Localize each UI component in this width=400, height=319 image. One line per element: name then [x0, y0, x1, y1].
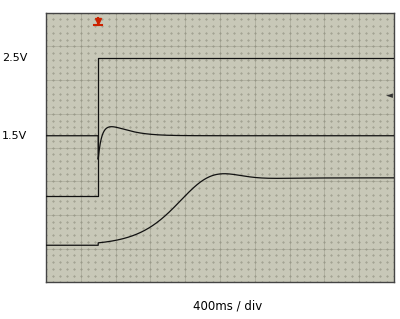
Text: ◄: ◄ [386, 91, 393, 100]
Text: 2.5V: 2.5V [2, 53, 27, 63]
Text: 400ms / div: 400ms / div [193, 300, 263, 313]
Text: 1.5V: 1.5V [2, 131, 27, 141]
